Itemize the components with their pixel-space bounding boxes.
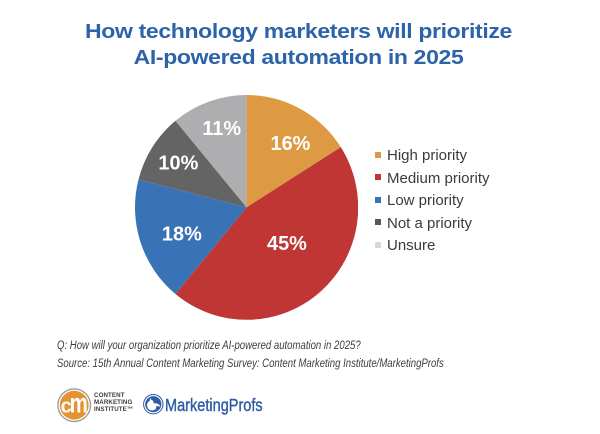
svg-text:11%: 11% — [202, 118, 241, 140]
svg-text:18%: 18% — [162, 224, 202, 246]
svg-text:45%: 45% — [267, 233, 307, 255]
svg-text:m: m — [70, 389, 88, 420]
svg-text:16%: 16% — [271, 133, 311, 155]
svg-text:10%: 10% — [159, 152, 199, 174]
svg-text:c: c — [61, 396, 72, 418]
